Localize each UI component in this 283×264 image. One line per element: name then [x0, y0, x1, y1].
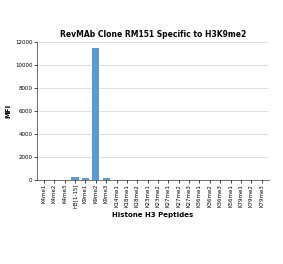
Bar: [72, 177, 79, 180]
Bar: [102, 178, 110, 180]
Y-axis label: MFI: MFI: [5, 104, 11, 118]
Title: RevMAb Clone RM151 Specific to H3K9me2: RevMAb Clone RM151 Specific to H3K9me2: [60, 30, 246, 39]
X-axis label: Histone H3 Peptides: Histone H3 Peptides: [112, 212, 194, 218]
Bar: [82, 178, 89, 180]
Bar: [92, 48, 99, 180]
